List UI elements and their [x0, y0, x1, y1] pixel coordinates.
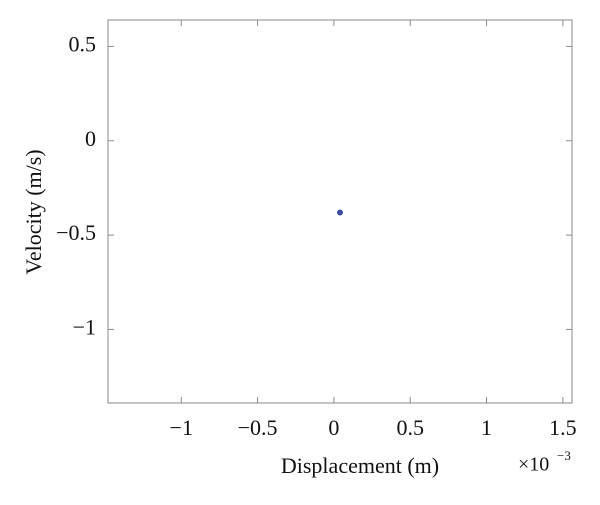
- x-tick-label: 1: [481, 415, 492, 440]
- x-axis-label: Displacement (m): [281, 453, 439, 478]
- x-tick-label: 0: [328, 415, 339, 440]
- x-multiplier-exponent: −3: [557, 448, 571, 463]
- y-axis-label: Velocity (m/s): [21, 149, 46, 274]
- x-tick-label: 1.5: [549, 415, 577, 440]
- x-tick-label: 0.5: [396, 415, 424, 440]
- y-tick-label: 0.5: [69, 31, 97, 56]
- x-tick-label: −1: [170, 415, 193, 440]
- y-tick-label: −0.5: [56, 220, 96, 245]
- scatter-point: [337, 209, 343, 216]
- plot-frame: [107, 19, 573, 404]
- x-tick-label: −0.5: [238, 415, 278, 440]
- y-tick-label: 0: [85, 126, 96, 151]
- y-tick-label: −1: [73, 314, 96, 339]
- x-multiplier: ×10: [518, 454, 549, 476]
